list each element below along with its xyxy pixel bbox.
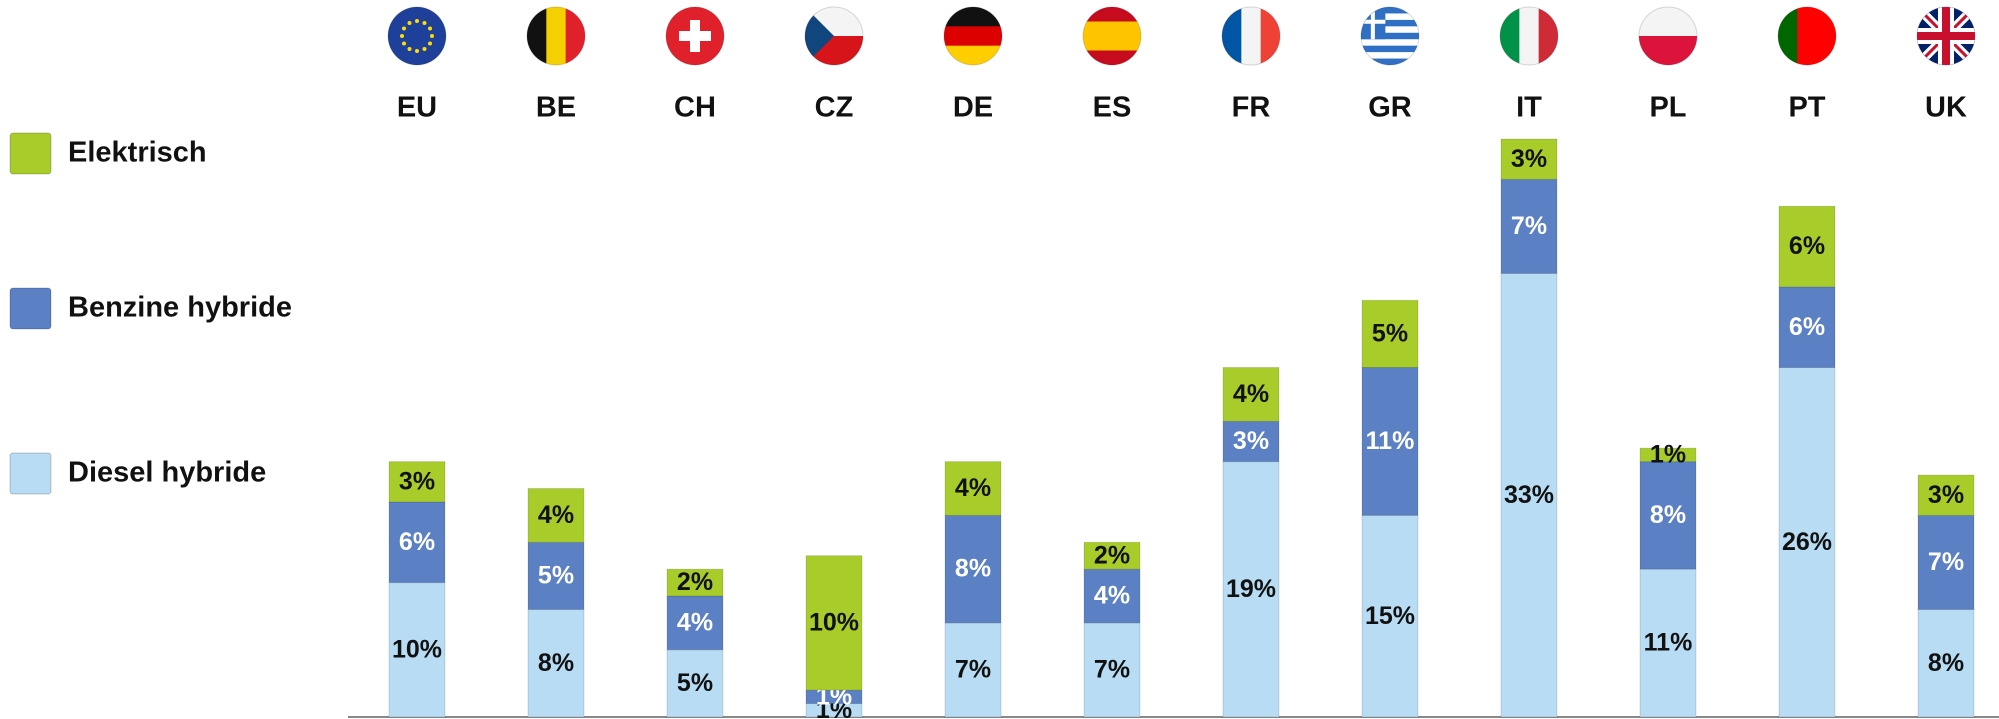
flag-stripe <box>1361 46 1419 53</box>
value-label: 7% <box>955 656 991 684</box>
flag-stripe <box>546 7 566 65</box>
value-label: 5% <box>1372 320 1408 348</box>
value-label: 3% <box>1233 427 1269 455</box>
value-label: 3% <box>399 467 435 495</box>
category-label: PT <box>1788 92 1825 124</box>
value-label: 4% <box>1233 380 1269 408</box>
flag-stripe <box>944 26 1002 46</box>
flag-stripe <box>1519 7 1539 65</box>
flag-stripe <box>1083 22 1141 37</box>
flag-star <box>428 27 432 31</box>
category-label: DE <box>953 92 993 124</box>
category-label: FR <box>1232 92 1271 124</box>
category-label: CH <box>674 92 716 124</box>
category-label: PL <box>1649 92 1686 124</box>
flag-stripe <box>1083 51 1141 66</box>
flag-star <box>400 34 404 38</box>
flag-stripe <box>1639 36 1697 66</box>
flag-star <box>415 19 419 23</box>
chart: EU BE CH CZ DE ES FR GR IT PL PT UK 10% 6% 3% 8% 5% 4% 5% 4… <box>0 0 1999 719</box>
value-label: 26% <box>1782 528 1832 556</box>
category-label: EU <box>397 92 437 124</box>
legend-label: Diesel hybride <box>68 457 266 489</box>
value-label: 1% <box>1650 440 1686 468</box>
value-label: 10% <box>809 609 859 637</box>
flag-cross <box>1917 32 1975 40</box>
category-label: GR <box>1368 92 1412 124</box>
flag-stripe <box>1261 7 1281 65</box>
value-label: 10% <box>392 635 442 663</box>
flag-stripe <box>566 7 586 65</box>
flag-stripe <box>1500 7 1520 65</box>
category-label: ES <box>1093 92 1132 124</box>
flag-stripe <box>944 7 1002 27</box>
value-label: 4% <box>538 501 574 529</box>
flag-star <box>428 42 432 46</box>
flag-stripe <box>944 46 1002 66</box>
flag-stripe <box>1778 7 1798 65</box>
flag-star <box>423 21 427 25</box>
legend-swatch <box>10 288 51 329</box>
flag-star <box>402 27 406 31</box>
value-label: 6% <box>399 528 435 556</box>
flag-stripe <box>1083 36 1141 51</box>
value-label: 4% <box>1094 582 1130 610</box>
flag-stripe <box>1639 7 1697 37</box>
value-label: 8% <box>1928 649 1964 677</box>
flag-stripe <box>1361 39 1419 46</box>
legend-label: Benzine hybride <box>68 292 292 324</box>
flag-stripe <box>1817 7 1837 65</box>
value-label: 7% <box>1511 212 1547 240</box>
value-label: 3% <box>1511 145 1547 173</box>
value-label: 2% <box>677 568 713 596</box>
flag-stripe <box>1222 7 1242 65</box>
value-label: 11% <box>1644 629 1693 657</box>
value-label: 7% <box>1928 548 1964 576</box>
flag-cross <box>679 31 711 41</box>
legend-swatch <box>10 453 51 494</box>
flag-star <box>415 49 419 53</box>
category-label: CZ <box>815 92 854 124</box>
flag-stripe <box>527 7 547 65</box>
legend-swatch <box>10 133 51 174</box>
flag-stripe <box>1361 7 1419 14</box>
category-label: BE <box>536 92 576 124</box>
flag-star <box>408 21 412 25</box>
category-label: IT <box>1516 92 1542 124</box>
legend-label: Elektrisch <box>68 137 207 169</box>
flag-star <box>408 47 412 51</box>
value-label: 7% <box>1094 656 1130 684</box>
value-label: 4% <box>677 609 713 637</box>
value-label: 4% <box>955 474 991 502</box>
value-label: 2% <box>1094 541 1130 569</box>
flag-stripe <box>1797 7 1817 65</box>
category-label: UK <box>1925 92 1967 124</box>
value-label: 8% <box>538 649 574 677</box>
value-label: 5% <box>538 561 574 589</box>
flag-star <box>423 47 427 51</box>
value-label: 11% <box>1366 427 1415 455</box>
value-label: 6% <box>1789 313 1825 341</box>
value-label: 15% <box>1365 602 1415 630</box>
value-label: 19% <box>1226 575 1276 603</box>
flag-stripe <box>1083 7 1141 22</box>
value-label: 8% <box>1650 501 1686 529</box>
flag-star <box>430 34 434 38</box>
value-label: 5% <box>677 669 713 697</box>
flag-stripe <box>1539 7 1559 65</box>
value-label: 33% <box>1504 481 1554 509</box>
value-label: 8% <box>955 555 991 583</box>
value-label: 3% <box>1928 481 1964 509</box>
value-label: 6% <box>1789 232 1825 260</box>
flag-stripe <box>1361 59 1419 66</box>
flag-stripe <box>1361 52 1419 59</box>
flag-stripe <box>1241 7 1261 65</box>
flag-star <box>402 42 406 46</box>
